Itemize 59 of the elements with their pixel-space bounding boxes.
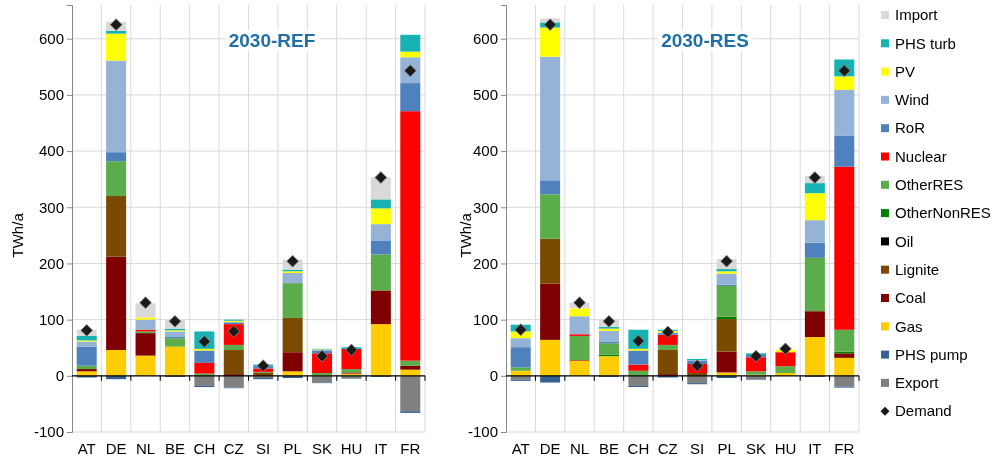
y-axis-title: TWh/a [9, 212, 27, 258]
x-tick-label: AT [511, 439, 530, 457]
legend-label: Coal [895, 289, 926, 307]
y-tick-label: -100 [33, 423, 64, 441]
y-axis-title: TWh/a [457, 212, 475, 258]
x-tick-label: NL [135, 439, 156, 457]
legend-label: OtherRES [895, 176, 964, 194]
legend-label: Gas [895, 317, 923, 335]
text: 2030-REF [228, 30, 316, 51]
y-tick-label: 200 [472, 254, 498, 272]
x-tick-label: NL [569, 439, 590, 457]
y-tick-label: -100 [467, 423, 498, 441]
y-tick-label: 400 [472, 142, 498, 160]
legend-label: Wind [895, 91, 930, 109]
legend-label: Lignite [895, 260, 940, 278]
x-tick-label: FR [400, 439, 421, 457]
x-tick-label: CZ [657, 439, 678, 457]
x-tick-label: DE [105, 439, 127, 457]
x-tick-label: AT [77, 439, 96, 457]
y-tick-label: 500 [472, 86, 498, 104]
legend-label: Demand [895, 402, 952, 420]
y-tick-label: 300 [472, 198, 498, 216]
legend-label: PHS pump [895, 345, 968, 363]
y-tick-label: 400 [38, 142, 64, 160]
legend-label: PHS turb [895, 34, 956, 52]
y-tick-label: 200 [38, 254, 64, 272]
x-tick-label: CH [193, 439, 216, 457]
x-tick-label: SI [690, 439, 705, 457]
y-tick-label: 100 [38, 310, 64, 328]
legend-label: PV [895, 62, 916, 80]
legend-label: RoR [895, 119, 926, 137]
y-tick-label: 0 [489, 367, 498, 385]
x-tick-label: FR [834, 439, 855, 457]
x-tick-label: IT [808, 439, 822, 457]
x-tick-label: PL [283, 439, 302, 457]
y-tick-label: 600 [38, 30, 64, 48]
x-tick-label: HU [774, 439, 797, 457]
x-tick-label: CZ [223, 439, 244, 457]
legend-label: OtherNonRES [895, 204, 991, 222]
x-tick-label: CH [627, 439, 650, 457]
x-tick-label: SK [746, 439, 767, 457]
x-tick-label: HU [340, 439, 363, 457]
text: 2030-RES [661, 30, 749, 51]
x-tick-label: IT [374, 439, 388, 457]
y-tick-label: 300 [38, 198, 64, 216]
legend-label: Export [895, 374, 940, 392]
x-tick-label: BE [598, 439, 619, 457]
x-tick-label: SI [256, 439, 271, 457]
y-tick-label: 100 [472, 310, 498, 328]
legend-label: Nuclear [895, 147, 947, 165]
y-tick-label: 500 [38, 86, 64, 104]
y-tick-label: 600 [472, 30, 498, 48]
x-tick-label: PL [717, 439, 736, 457]
x-tick-label: DE [539, 439, 561, 457]
x-tick-label: BE [164, 439, 185, 457]
legend-label: Oil [895, 232, 914, 250]
x-tick-label: SK [312, 439, 333, 457]
y-tick-label: 0 [55, 367, 64, 385]
legend-label: Import [895, 6, 939, 24]
